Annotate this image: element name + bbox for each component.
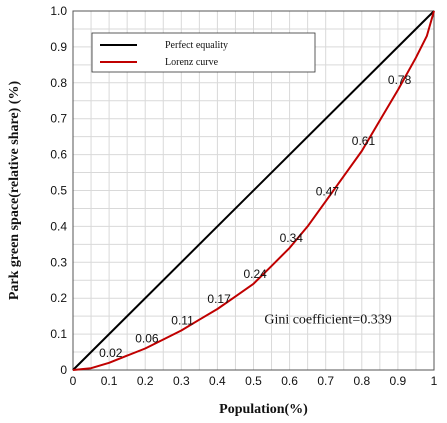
- x-axis-ticks: 0 0.1 0.2 0.3 0.4 0.5 0.6 0.7 0.8 0.9 1: [70, 374, 438, 388]
- x-tick-label: 0.4: [209, 374, 226, 388]
- series-layer: [72, 10, 435, 371]
- legend-label-perfect-equality: Perfect equality: [165, 40, 228, 51]
- x-tick-label: 0.3: [173, 374, 190, 388]
- y-tick-label: 0: [60, 363, 67, 377]
- data-label: 0.78: [388, 73, 412, 87]
- x-tick-label: 0.8: [353, 374, 370, 388]
- y-tick-label: 0.6: [50, 148, 67, 162]
- data-label: 0.02: [99, 346, 123, 360]
- data-label: 0.24: [244, 267, 268, 281]
- x-tick-label: 0.1: [101, 374, 118, 388]
- x-tick-label: 1: [431, 374, 438, 388]
- series-line-perfect-equality: [72, 10, 435, 371]
- y-tick-label: 0.5: [50, 184, 67, 198]
- legend-box: [91, 32, 316, 73]
- y-axis-title: Park green space(relative share) (%): [7, 81, 22, 301]
- data-label: 0.17: [207, 292, 231, 306]
- x-axis-title: Population(%): [219, 402, 308, 417]
- gini-annotation: Gini coefficient=0.339: [264, 312, 391, 327]
- x-tick-label: 0.2: [137, 374, 154, 388]
- y-tick-label: 0.9: [50, 40, 67, 54]
- data-label: 0.06: [135, 331, 159, 345]
- y-tick-label: 0.7: [50, 112, 67, 126]
- x-tick-label: 0.9: [390, 374, 407, 388]
- y-tick-label: 0.2: [50, 291, 67, 305]
- data-label: 0.61: [352, 134, 376, 148]
- plot-frame: [72, 10, 435, 371]
- x-tick-label: 0.7: [317, 374, 334, 388]
- legend: Perfect equality Lorenz curve: [91, 32, 316, 73]
- y-tick-label: 0.3: [50, 255, 67, 269]
- data-label: 0.34: [280, 231, 304, 245]
- grid-lines: [72, 10, 435, 371]
- y-axis-ticks: 0 0.1 0.2 0.3 0.4 0.5 0.6 0.7 0.8 0.9 1.0: [50, 4, 67, 377]
- x-tick-label: 0.5: [245, 374, 262, 388]
- x-tick-label: 0.6: [281, 374, 298, 388]
- point-labels: 0.02 0.06 0.11 0.17 0.24 0.34 0.47 0.61 0.78: [99, 73, 411, 360]
- series-line-lorenz-curve: [72, 10, 435, 371]
- data-label: 0.47: [316, 184, 340, 198]
- y-tick-label: 0.1: [50, 327, 67, 341]
- y-tick-label: 0.4: [50, 219, 67, 233]
- legend-label-lorenz-curve: Lorenz curve: [165, 57, 219, 68]
- data-label: 0.11: [171, 314, 194, 328]
- x-tick-label: 0: [70, 374, 77, 388]
- y-tick-label: 1.0: [50, 4, 67, 18]
- y-tick-label: 0.8: [50, 76, 67, 90]
